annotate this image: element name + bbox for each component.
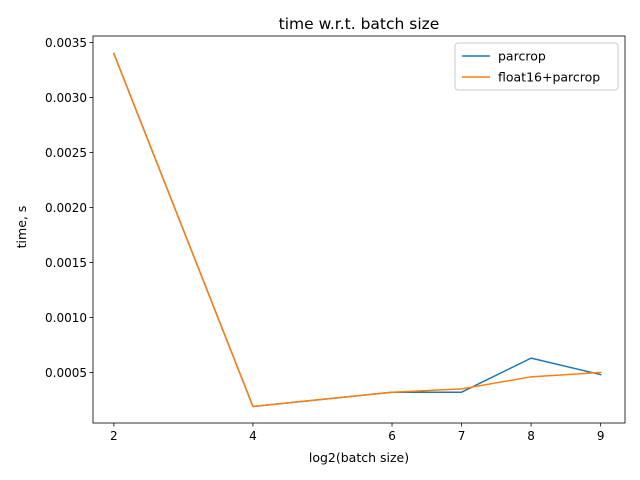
y-tick-label: 0.0005 <box>45 366 87 380</box>
y-tick-label: 0.0010 <box>45 311 87 325</box>
chart-title: time w.r.t. batch size <box>279 15 440 33</box>
legend-label-1: float16+parcrop <box>498 70 600 85</box>
x-tick-label: 2 <box>110 429 118 443</box>
x-tick-label: 8 <box>527 429 535 443</box>
y-axis-label: time, s <box>14 206 29 249</box>
x-axis-label: log2(batch size) <box>309 450 409 465</box>
legend: parcrop float16+parcrop <box>454 42 619 91</box>
series-line-1 <box>112 52 602 408</box>
legend-box <box>454 42 619 91</box>
y-tick-label: 0.0025 <box>45 146 87 160</box>
y-tick-label: 0.0030 <box>45 91 87 105</box>
series-line-0 <box>112 52 602 408</box>
y-tick-label: 0.0020 <box>45 201 87 215</box>
plot-area: 2 4 6 7 8 9 0.0005 0.0010 0.0015 0.0020 0.0025 0.00… <box>45 35 626 443</box>
axes-frame <box>92 35 626 424</box>
y-tick-label: 0.0035 <box>45 36 87 50</box>
y-tick-label: 0.0015 <box>45 256 87 270</box>
legend-label-0: parcrop <box>498 49 546 64</box>
x-tick-label: 7 <box>458 429 466 443</box>
x-tick-label: 6 <box>388 429 396 443</box>
x-tick-label: 4 <box>249 429 257 443</box>
x-tick-label: 9 <box>597 429 605 443</box>
